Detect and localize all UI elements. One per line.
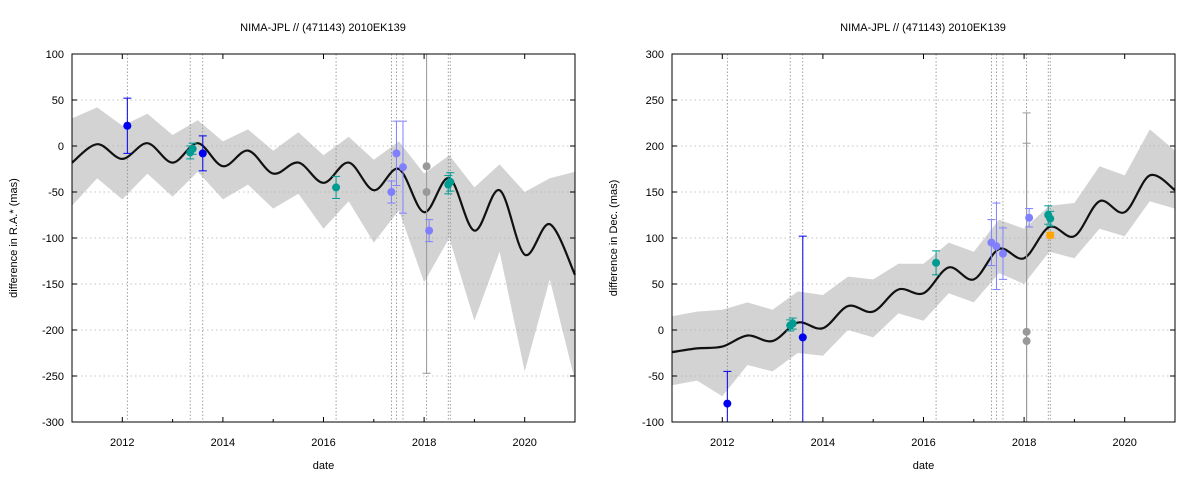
data-point xyxy=(798,333,807,342)
data-point xyxy=(788,319,797,328)
data-point xyxy=(387,188,396,196)
chart-title: NIMA-JPL // (471143) 2010EK139 xyxy=(240,22,406,34)
x-tick-label: 2016 xyxy=(311,437,335,449)
data-point xyxy=(198,149,207,158)
x-tick-label: 2018 xyxy=(1012,437,1036,449)
data-point xyxy=(1025,213,1034,222)
x-axis-label: date xyxy=(313,460,334,472)
uncertainty-band xyxy=(672,129,1175,397)
y-tick-label: -250 xyxy=(42,371,64,383)
data-point xyxy=(723,399,732,408)
y-tick-label: 0 xyxy=(58,141,64,153)
y-tick-label: -150 xyxy=(42,279,64,291)
y-tick-label: -200 xyxy=(42,325,64,337)
x-tick-label: 2012 xyxy=(710,437,734,449)
x-axis-label: date xyxy=(913,460,934,472)
data-point xyxy=(932,258,941,267)
y-tick-label: 100 xyxy=(646,233,664,245)
y-axis-label: difference in R.A.* (mas) xyxy=(8,178,20,298)
y-tick-label: 250 xyxy=(646,95,664,107)
data-point xyxy=(1046,231,1055,240)
data-point xyxy=(998,249,1007,258)
x-tick-label: 2014 xyxy=(211,437,235,449)
data-point xyxy=(446,177,455,186)
model-curve xyxy=(671,173,1176,354)
y-tick-label: -100 xyxy=(42,233,64,245)
chart-title: NIMA-JPL // (471143) 2010EK139 xyxy=(840,22,1006,34)
data-point xyxy=(422,162,431,171)
data-point xyxy=(188,144,197,153)
y-tick-label: -100 xyxy=(642,417,664,429)
y-tick-label: 150 xyxy=(646,187,664,199)
data-point xyxy=(422,188,431,196)
y-tick-label: 50 xyxy=(52,95,64,107)
y-tick-label: -300 xyxy=(42,417,64,429)
model-curve xyxy=(71,142,576,276)
x-tick-label: 2012 xyxy=(110,437,134,449)
y-tick-label: -50 xyxy=(648,371,664,383)
data-point xyxy=(425,226,434,235)
x-tick-label: 2014 xyxy=(811,437,835,449)
x-tick-label: 2020 xyxy=(1112,437,1136,449)
y-tick-label: -50 xyxy=(48,187,64,199)
data-point xyxy=(992,242,1001,251)
uncertainty-band xyxy=(72,107,575,381)
y-tick-label: 100 xyxy=(46,49,64,61)
data-point xyxy=(1046,214,1055,223)
data-point xyxy=(1022,337,1031,346)
y-tick-label: 200 xyxy=(646,141,664,153)
y-tick-label: 0 xyxy=(658,325,664,337)
x-tick-label: 2018 xyxy=(412,437,436,449)
data-point xyxy=(332,183,341,192)
data-point xyxy=(123,121,132,130)
chart-panel-ra: NIMA-JPL // (471143) 2010EK139 -300 -250 -2… xyxy=(8,22,576,472)
y-axis-label: difference in Dec. (mas) xyxy=(608,180,620,297)
chart-panel-dec: NIMA-JPL // (471143) 2010EK139 -100 -50 0 50… xyxy=(608,22,1176,472)
y-tick-label: 300 xyxy=(646,49,664,61)
data-point xyxy=(398,163,407,172)
y-tick-label: 50 xyxy=(652,279,664,291)
x-tick-label: 2016 xyxy=(911,437,935,449)
data-point xyxy=(392,149,401,158)
x-tick-label: 2020 xyxy=(512,437,536,449)
